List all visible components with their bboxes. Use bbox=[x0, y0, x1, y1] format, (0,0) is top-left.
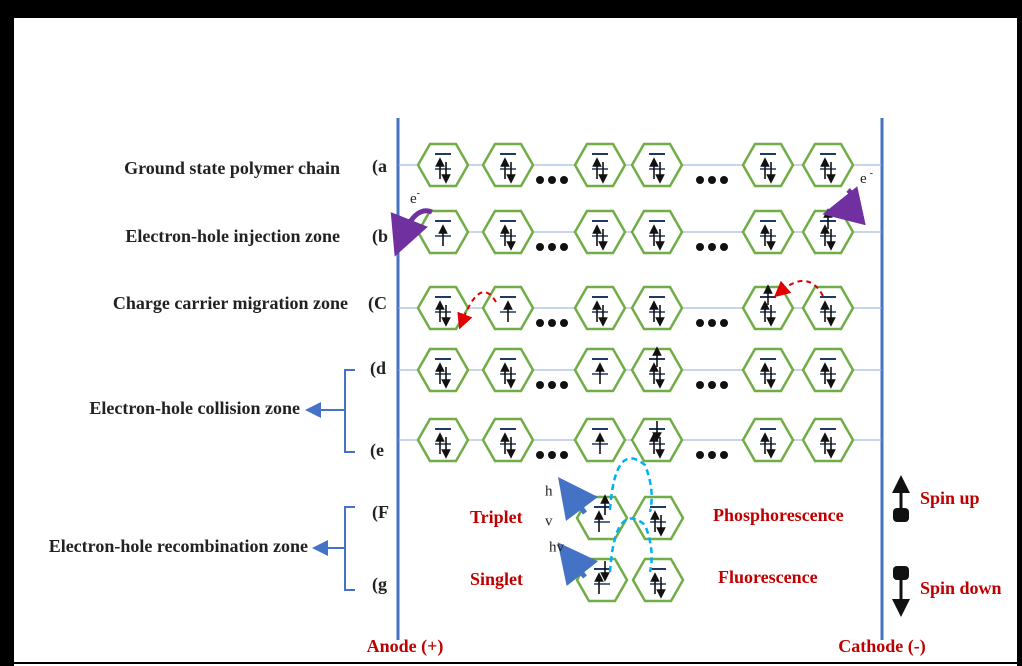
spin-up-label: Spin up bbox=[920, 488, 980, 508]
electron-label: e- bbox=[410, 188, 420, 207]
hexagon bbox=[743, 419, 793, 461]
hexagon bbox=[632, 144, 682, 186]
bracket bbox=[345, 507, 355, 590]
ellipsis-dot bbox=[696, 243, 704, 251]
hexagon bbox=[803, 287, 853, 329]
hexagon bbox=[743, 211, 793, 253]
frame bbox=[1017, 0, 1022, 666]
hexagon bbox=[418, 144, 468, 186]
hexagon bbox=[575, 287, 625, 329]
ellipsis-dot bbox=[548, 381, 556, 389]
hexagon bbox=[483, 419, 533, 461]
hexagon bbox=[418, 287, 468, 329]
phosphorescence-label: Phosphorescence bbox=[713, 505, 844, 525]
electron-sup: - bbox=[417, 188, 420, 199]
injection-arrow bbox=[842, 190, 855, 210]
hexagon bbox=[483, 144, 533, 186]
hexagon bbox=[743, 349, 793, 391]
triplet-label: Triplet bbox=[470, 507, 523, 527]
bracket bbox=[345, 370, 355, 452]
frame bbox=[0, 0, 14, 666]
ellipsis-dot bbox=[696, 319, 704, 327]
photon-label: hv bbox=[549, 539, 565, 555]
zone-label: Electron-hole injection zone bbox=[125, 226, 340, 246]
electron-sup: - bbox=[870, 168, 873, 179]
hexagon bbox=[575, 144, 625, 186]
electron-base: e bbox=[860, 171, 867, 187]
hexagon bbox=[418, 419, 468, 461]
zone-label: Ground state polymer chain bbox=[124, 158, 340, 178]
hexagon bbox=[633, 559, 683, 601]
ellipsis-dot bbox=[720, 319, 728, 327]
ellipsis-dot bbox=[548, 451, 556, 459]
hexagon bbox=[575, 211, 625, 253]
hexagon bbox=[803, 419, 853, 461]
ellipsis-dot bbox=[696, 176, 704, 184]
photon-label: v bbox=[545, 513, 553, 529]
photon-arrow bbox=[570, 493, 585, 513]
hexagon bbox=[743, 144, 793, 186]
ellipsis-dot bbox=[696, 451, 704, 459]
ellipsis-dot bbox=[560, 319, 568, 327]
ellipsis-dot bbox=[560, 381, 568, 389]
ellipsis-dot bbox=[708, 243, 716, 251]
ellipsis-dot bbox=[536, 451, 544, 459]
hexagon bbox=[483, 211, 533, 253]
hexagon bbox=[577, 497, 627, 539]
ellipsis-dot bbox=[720, 451, 728, 459]
ellipsis-dot bbox=[560, 243, 568, 251]
content bbox=[313, 144, 909, 608]
hexagon bbox=[418, 349, 468, 391]
ellipsis-dot bbox=[560, 176, 568, 184]
ellipsis-dot bbox=[708, 451, 716, 459]
ellipsis-dot bbox=[720, 243, 728, 251]
hexagon bbox=[483, 349, 533, 391]
electron-label: e- bbox=[860, 168, 873, 187]
ellipsis-dot bbox=[548, 176, 556, 184]
ellipsis-dot bbox=[536, 381, 544, 389]
zone-letter: (C bbox=[368, 293, 387, 314]
zone-letter: (a bbox=[372, 156, 387, 177]
zone-label: Charge carrier migration zone bbox=[113, 293, 348, 313]
ellipsis-dot bbox=[696, 381, 704, 389]
ellipsis-dot bbox=[720, 381, 728, 389]
cathode-label: Cathode (-) bbox=[838, 636, 926, 657]
group-label: Electron-hole collision zone bbox=[89, 398, 300, 418]
hexagon bbox=[577, 559, 627, 601]
zone-letter: (b bbox=[372, 226, 388, 247]
ellipsis-dot bbox=[720, 176, 728, 184]
zone-letter: (d bbox=[370, 358, 386, 379]
hexagon bbox=[632, 287, 682, 329]
anode-label: Anode (+) bbox=[367, 636, 444, 657]
ellipsis-dot bbox=[548, 319, 556, 327]
ellipsis-dot bbox=[708, 319, 716, 327]
ellipsis-dot bbox=[548, 243, 556, 251]
group-label: Electron-hole recombination zone bbox=[49, 536, 308, 556]
diagram: Anode (+) Cathode (-) Ground state polym… bbox=[0, 0, 1022, 666]
hexagon bbox=[632, 211, 682, 253]
zone-letter: (g bbox=[372, 574, 387, 595]
zone-letter: (F bbox=[372, 502, 389, 523]
singlet-label: Singlet bbox=[470, 569, 523, 589]
ellipsis-dot bbox=[560, 451, 568, 459]
ellipsis-dot bbox=[708, 176, 716, 184]
ellipsis-dot bbox=[708, 381, 716, 389]
photon-label: h bbox=[545, 483, 553, 499]
spin-down-label: Spin down bbox=[920, 578, 1002, 598]
zone-letter: (e bbox=[370, 440, 384, 461]
hexagon bbox=[633, 497, 683, 539]
spin-up-icon bbox=[893, 508, 909, 522]
ellipsis-dot bbox=[536, 319, 544, 327]
ellipsis-dot bbox=[536, 176, 544, 184]
hexagon bbox=[803, 349, 853, 391]
fluorescence-label: Fluorescence bbox=[718, 567, 818, 587]
hexagon bbox=[803, 144, 853, 186]
frame bbox=[0, 0, 1022, 18]
ellipsis-dot bbox=[536, 243, 544, 251]
